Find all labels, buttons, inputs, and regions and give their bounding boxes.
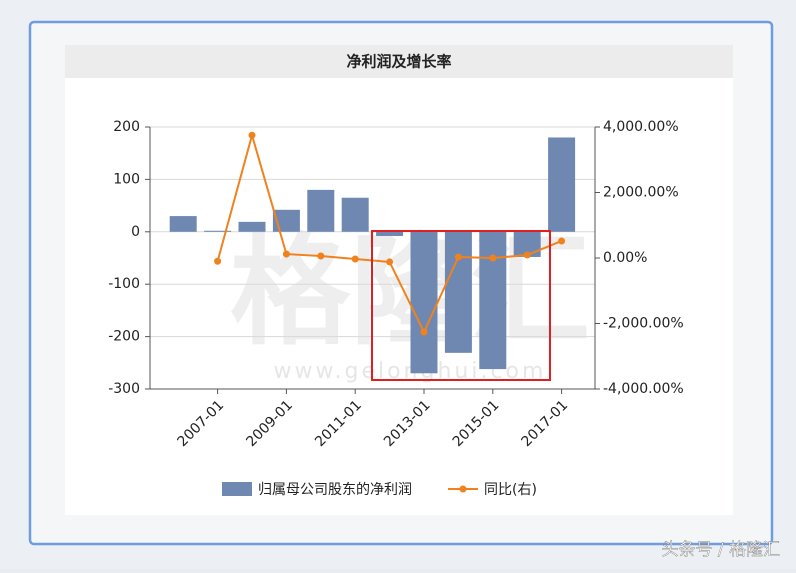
footer: 头条号 / 格隆汇 [661, 540, 780, 560]
y-tick-label: -200 [108, 329, 140, 345]
y2-tick-label: 4,000.00% [603, 119, 679, 135]
bar [444, 231, 472, 353]
title-bar [65, 45, 733, 78]
point [282, 250, 290, 258]
legend-swatch [459, 485, 467, 493]
legend-swatch [222, 482, 252, 496]
chart-title: 净利润及增长率 [346, 53, 451, 71]
y2-tick-label: -2,000.00% [603, 316, 684, 332]
y-tick-label: 100 [113, 171, 140, 187]
y2-tick-label: 0.00% [603, 250, 647, 266]
point [214, 257, 222, 265]
point [386, 258, 394, 266]
point [489, 254, 497, 262]
bar [169, 216, 197, 232]
point [248, 131, 256, 139]
bar [479, 231, 507, 370]
point [454, 253, 462, 261]
point [317, 252, 325, 260]
bar [238, 221, 266, 232]
bar [307, 189, 335, 232]
point [351, 255, 359, 263]
y2-tick-label: 2,000.00% [603, 185, 679, 201]
y2-tick-label: -4,000.00% [603, 381, 684, 397]
y-tick-label: -300 [108, 381, 140, 397]
y-tick-label: 0 [131, 224, 140, 240]
point [558, 237, 566, 245]
bar [548, 137, 576, 232]
legend-label: 同比(右) [484, 482, 537, 498]
bar [204, 230, 232, 232]
y-tick-label: -100 [108, 276, 140, 292]
bar [376, 231, 404, 236]
legend-label: 归属母公司股东的净利润 [258, 481, 412, 498]
point [523, 251, 531, 259]
y-tick-label: 200 [113, 119, 140, 135]
highlight-box [371, 230, 551, 381]
bar [272, 209, 300, 232]
point [420, 328, 428, 336]
bar [410, 231, 438, 374]
bar [341, 197, 369, 232]
